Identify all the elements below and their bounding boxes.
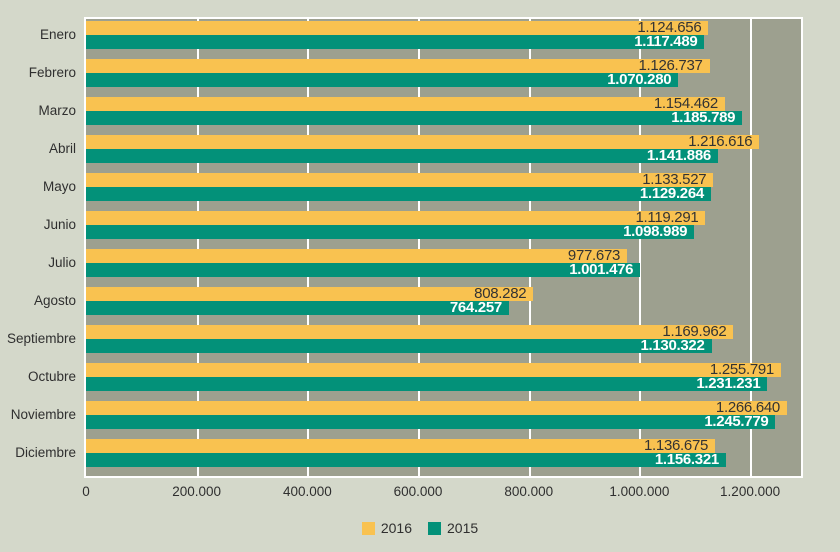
category-label-septiembre: Septiembre: [6, 331, 76, 346]
bar-value-label: 1.231.231: [696, 375, 761, 392]
gridline: [750, 19, 753, 476]
bar-2015-septiembre: 1.130.322: [86, 337, 712, 354]
legend: 2016 2015: [0, 520, 840, 536]
x-tick-label: 400.000: [282, 484, 332, 499]
category-label-diciembre: Diciembre: [15, 445, 76, 460]
plot-area: 1.124.656 1.117.489 1.126.737 1.070.280 1.15…: [84, 17, 803, 478]
bar-value-label: 1.154.462: [653, 95, 718, 112]
category-label-enero: Enero: [39, 27, 76, 42]
bar-2016-noviembre: 1.266.640: [86, 399, 787, 416]
category-label-octubre: Octubre: [27, 369, 76, 384]
category-label-noviembre: Noviembre: [10, 407, 76, 422]
x-tick-label: 600.000: [393, 484, 443, 499]
category-label-agosto: Agosto: [33, 293, 76, 308]
x-tick-label: 1.000.000: [609, 484, 670, 499]
gridline: [418, 19, 421, 476]
legend-label: 2015: [447, 520, 479, 536]
bar-2015-junio: 1.098.989: [86, 223, 695, 240]
bar-2015-julio: 1.001.476: [86, 261, 641, 278]
legend-item-2016: 2016: [361, 520, 412, 536]
bar-2015-octubre: 1.231.231: [86, 375, 768, 392]
bar-2016-marzo: 1.154.462: [86, 95, 725, 112]
bar-2015-diciembre: 1.156.321: [86, 451, 726, 468]
category-label-julio: Julio: [48, 255, 76, 270]
category-label-mayo: Mayo: [42, 179, 76, 194]
bar-2015-febrero: 1.070.280: [86, 71, 679, 88]
x-tick-label: 200.000: [172, 484, 222, 499]
category-label-febrero: Febrero: [28, 65, 76, 80]
bar-value-label: 1.130.322: [640, 337, 705, 354]
bar-2016-febrero: 1.126.737: [86, 57, 710, 74]
bar-2015-enero: 1.117.489: [86, 33, 705, 50]
bar-value-label: 1.129.264: [639, 185, 704, 202]
bar-value-label: 1.117.489: [634, 33, 698, 50]
bar-value-label: 1.124.656: [637, 19, 702, 36]
bar-value-label: 1.098.989: [623, 223, 688, 240]
gridline: [196, 19, 199, 476]
bar-2016-octubre: 1.255.791: [86, 361, 781, 378]
legend-label: 2016: [380, 520, 412, 536]
bar-2016-junio: 1.119.291: [86, 209, 706, 226]
x-tick-label: 1.200.000: [720, 484, 781, 499]
legend-item-2015: 2015: [428, 520, 478, 536]
bar-value-label: 1.070.280: [607, 71, 672, 88]
bar-value-label: 808.282: [474, 285, 527, 302]
bar-value-label: 1.266.640: [715, 399, 780, 416]
bar-value-label: 1.255.791: [709, 361, 774, 378]
category-label-abril: Abril: [48, 141, 76, 156]
bar-value-label: 1.185.789: [671, 109, 736, 126]
x-tick-label: 0: [82, 484, 90, 499]
bar-value-label: 1.126.737: [638, 57, 703, 74]
bar-2016-diciembre: 1.136.675: [86, 437, 716, 454]
bar-value-label: 1.141.886: [646, 147, 711, 164]
bar-value-label: 1.216.616: [688, 133, 753, 150]
bar-value-label: 1.136.675: [644, 437, 709, 454]
bar-2015-abril: 1.141.886: [86, 147, 718, 164]
bar-value-label: 1.169.962: [662, 323, 727, 340]
bar-value-label: 1.119.291: [635, 209, 699, 226]
bar-value-label: 1.001.476: [569, 261, 634, 278]
bar-value-label: 764.257: [449, 299, 502, 316]
gridline: [639, 19, 642, 476]
bar-2015-noviembre: 1.245.779: [86, 413, 776, 430]
category-label-junio: Junio: [43, 217, 76, 232]
gridline: [307, 19, 310, 476]
legend-swatch-2015: [428, 521, 441, 535]
category-label-marzo: Marzo: [38, 103, 76, 118]
bar-2015-marzo: 1.185.789: [86, 109, 743, 126]
bar-2016-julio: 977.673: [86, 247, 628, 264]
gridline: [528, 19, 531, 476]
bar-2015-mayo: 1.129.264: [86, 185, 711, 202]
bar-2016-mayo: 1.133.527: [86, 171, 714, 188]
bar-value-label: 977.673: [567, 247, 621, 264]
legend-swatch-2016: [361, 521, 375, 535]
bar-value-label: 1.245.779: [704, 413, 769, 430]
bar-2016-abril: 1.216.616: [86, 133, 760, 150]
bar-2015-agosto: 764.257: [86, 299, 509, 316]
bar-value-label: 1.133.527: [642, 171, 707, 188]
x-tick-label: 800.000: [504, 484, 554, 499]
bar-2016-enero: 1.124.656: [86, 19, 709, 36]
bar-2016-agosto: 808.282: [86, 285, 534, 302]
bar-value-label: 1.156.321: [654, 451, 719, 468]
bar-2016-septiembre: 1.169.962: [86, 323, 734, 340]
